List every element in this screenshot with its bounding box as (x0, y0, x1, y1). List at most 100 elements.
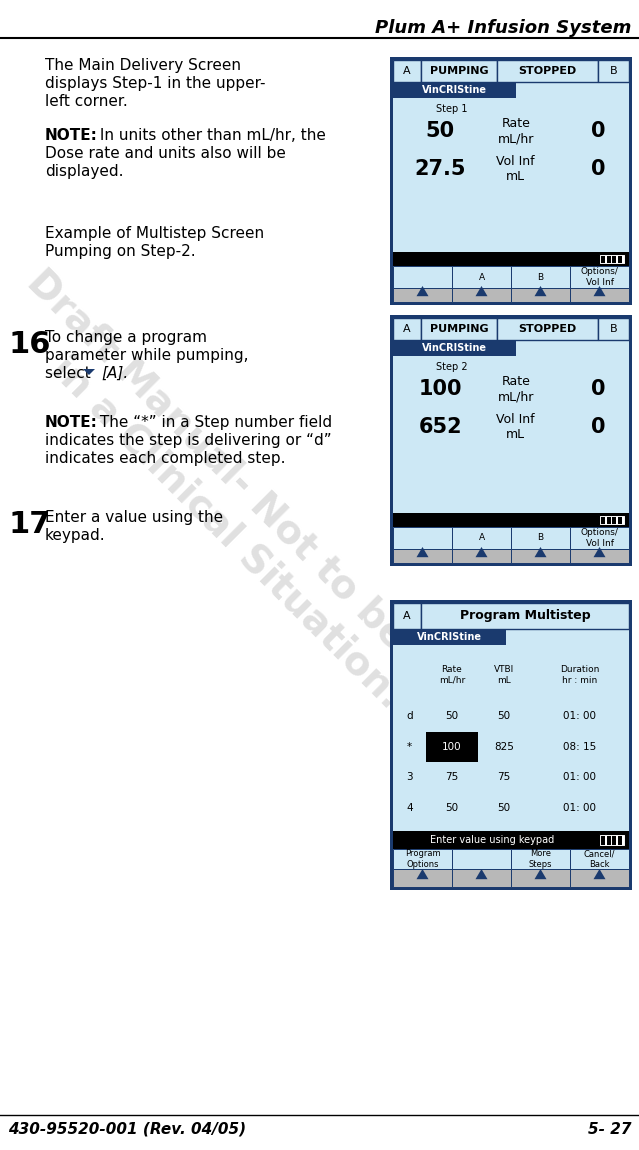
Text: 3: 3 (406, 773, 413, 782)
FancyBboxPatch shape (601, 516, 605, 523)
Polygon shape (534, 547, 546, 558)
Text: 27.5: 27.5 (415, 159, 466, 179)
FancyBboxPatch shape (393, 266, 452, 288)
Text: 652: 652 (419, 417, 462, 437)
Text: NOTE:: NOTE: (45, 415, 98, 430)
Text: Duration
hr : min: Duration hr : min (560, 666, 599, 684)
Text: 50: 50 (445, 712, 459, 721)
Text: 50: 50 (426, 121, 455, 141)
FancyBboxPatch shape (599, 254, 625, 264)
Text: 430-95520-001 (Rev. 04/05): 430-95520-001 (Rev. 04/05) (8, 1122, 246, 1137)
Text: Rate
mL/hr: Rate mL/hr (498, 375, 534, 402)
FancyBboxPatch shape (390, 58, 632, 305)
FancyBboxPatch shape (421, 603, 629, 629)
Text: Vol Inf
mL: Vol Inf mL (497, 413, 535, 440)
FancyBboxPatch shape (625, 256, 627, 261)
Text: Plum A+ Infusion System: Plum A+ Infusion System (374, 20, 631, 37)
FancyBboxPatch shape (497, 60, 598, 82)
Text: 825: 825 (494, 742, 514, 752)
FancyBboxPatch shape (601, 836, 605, 844)
FancyBboxPatch shape (421, 60, 497, 82)
Text: Pumping on Step-2.: Pumping on Step-2. (45, 244, 196, 259)
Text: Rate
mL/hr: Rate mL/hr (498, 117, 534, 145)
Text: left corner.: left corner. (45, 94, 128, 109)
Text: 0: 0 (591, 380, 606, 399)
Text: *: * (407, 742, 412, 752)
Text: PUMPING: PUMPING (430, 66, 488, 76)
FancyBboxPatch shape (393, 60, 629, 302)
FancyBboxPatch shape (511, 527, 570, 549)
Text: 50: 50 (445, 803, 459, 813)
Text: Program
Options: Program Options (404, 850, 440, 868)
Polygon shape (475, 286, 488, 297)
FancyBboxPatch shape (625, 837, 627, 843)
FancyBboxPatch shape (617, 836, 622, 844)
Text: Cancel/
Back: Cancel/ Back (584, 850, 615, 868)
FancyBboxPatch shape (570, 288, 629, 302)
FancyBboxPatch shape (570, 869, 629, 887)
Text: Options/
Vol Inf: Options/ Vol Inf (581, 267, 619, 286)
FancyBboxPatch shape (421, 319, 497, 340)
FancyBboxPatch shape (612, 836, 616, 844)
Text: [A].: [A]. (101, 366, 128, 381)
Text: indicates each completed step.: indicates each completed step. (45, 451, 286, 466)
Text: 50: 50 (497, 803, 511, 813)
Text: VinCRIStine: VinCRIStine (417, 632, 482, 642)
Polygon shape (83, 369, 95, 375)
Text: 75: 75 (445, 773, 459, 782)
Text: d: d (406, 712, 413, 721)
FancyBboxPatch shape (393, 82, 516, 98)
Text: Step 2: Step 2 (436, 362, 468, 371)
FancyBboxPatch shape (393, 288, 452, 302)
FancyBboxPatch shape (452, 549, 511, 564)
Text: 08: 15: 08: 15 (563, 742, 596, 752)
FancyBboxPatch shape (625, 518, 627, 522)
Text: Enter a value using the: Enter a value using the (45, 509, 223, 526)
FancyBboxPatch shape (570, 549, 629, 564)
Text: Step 1: Step 1 (436, 104, 468, 114)
FancyBboxPatch shape (393, 603, 421, 629)
Text: 01: 00: 01: 00 (563, 712, 596, 721)
Text: 16: 16 (8, 330, 50, 359)
Polygon shape (475, 869, 488, 880)
FancyBboxPatch shape (606, 836, 610, 844)
FancyBboxPatch shape (393, 319, 421, 340)
FancyBboxPatch shape (393, 849, 452, 869)
FancyBboxPatch shape (452, 869, 511, 887)
Text: Draft Manual- Not to be used
in a Clinical Situation.: Draft Manual- Not to be used in a Clinic… (0, 263, 497, 772)
Text: More
Steps: More Steps (528, 850, 552, 868)
FancyBboxPatch shape (511, 849, 570, 869)
Text: 4: 4 (406, 803, 413, 813)
Text: 100: 100 (442, 742, 462, 752)
FancyBboxPatch shape (452, 288, 511, 302)
FancyBboxPatch shape (452, 266, 511, 288)
FancyBboxPatch shape (393, 603, 629, 887)
FancyBboxPatch shape (511, 549, 570, 564)
Text: B: B (537, 534, 544, 543)
Text: To change a program: To change a program (45, 330, 207, 345)
Text: A: A (403, 66, 411, 76)
Text: STOPPED: STOPPED (518, 324, 577, 333)
Polygon shape (534, 286, 546, 297)
Polygon shape (417, 547, 429, 558)
FancyBboxPatch shape (393, 513, 629, 527)
FancyBboxPatch shape (599, 515, 625, 526)
FancyBboxPatch shape (570, 527, 629, 549)
Polygon shape (594, 869, 606, 880)
FancyBboxPatch shape (393, 340, 516, 356)
Text: A: A (403, 611, 411, 621)
Text: 50: 50 (497, 712, 511, 721)
FancyBboxPatch shape (570, 266, 629, 288)
Polygon shape (475, 547, 488, 558)
Polygon shape (534, 869, 546, 880)
FancyBboxPatch shape (393, 252, 629, 266)
Text: A: A (479, 534, 484, 543)
FancyBboxPatch shape (598, 60, 629, 82)
FancyBboxPatch shape (393, 629, 506, 645)
Text: Options/
Vol Inf: Options/ Vol Inf (581, 528, 619, 547)
Text: 0: 0 (591, 159, 606, 179)
Text: 17: 17 (8, 509, 50, 539)
Text: 75: 75 (497, 773, 511, 782)
Text: VinCRIStine: VinCRIStine (422, 343, 487, 353)
Polygon shape (594, 286, 606, 297)
